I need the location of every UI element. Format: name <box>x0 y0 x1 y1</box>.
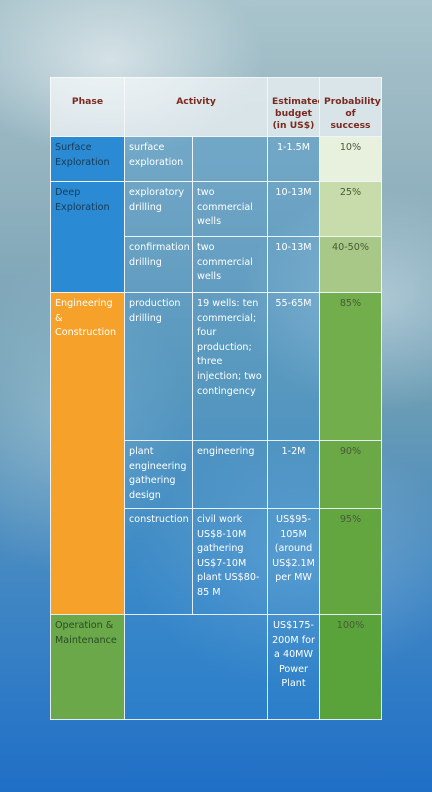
header-activity: Activity <box>124 77 268 137</box>
budget-cell: 55-65M <box>267 292 320 441</box>
phase-cell: Deep Exploration <box>50 181 125 293</box>
phase-label: Engineering & Construction <box>55 298 117 339</box>
budget-cell: 10-13M <box>267 181 320 237</box>
phase-cell: Surface Exploration <box>50 136 125 182</box>
budget-cell: 1-1.5M <box>267 136 320 182</box>
table-row: Deep Exploration exploratory drilling tw… <box>50 181 382 293</box>
phase-label: Surface Exploration <box>55 142 110 168</box>
table-row: Engineering & Construction production dr… <box>50 292 382 615</box>
table-row: plant engineering gathering design engin… <box>51 440 382 509</box>
detail-cell: civil work US$8-10M gathering US$7-10M p… <box>192 508 268 615</box>
activity-cell: plant engineering gathering design <box>124 440 193 509</box>
probability-cell: 10% <box>319 136 382 182</box>
probability-cell: 25% <box>319 181 382 237</box>
header-probability: Probability of success <box>319 77 382 137</box>
phase-cell: Engineering & Construction <box>50 292 125 615</box>
detail-cell <box>192 136 268 182</box>
probability-cell: 100% <box>319 614 382 720</box>
probability-cell: 40-50% <box>319 236 382 293</box>
activity-cell: production drilling <box>124 292 193 441</box>
activity-cell: construction <box>124 508 193 615</box>
phase-cell: Operation & Maintenance <box>50 614 125 720</box>
activity-cell: exploratory drilling <box>124 181 193 237</box>
budget-cell: 1-2M <box>267 440 320 509</box>
detail-cell: two commercial wells <box>192 181 268 237</box>
budget-cell: US$95-105M (around US$2.1M per MW <box>267 508 320 615</box>
phase-label: Deep Exploration <box>55 187 110 213</box>
geothermal-cost-table: Phase Activity Estimated budget (in US$)… <box>50 77 382 720</box>
header-phase: Phase <box>50 77 125 137</box>
table-row: Surface Exploration surface exploration … <box>50 136 382 182</box>
table-row: Operation & Maintenance US$175-200M for … <box>50 614 382 720</box>
detail-cell: 19 wells: ten commercial; four productio… <box>192 292 268 441</box>
header-budget: Estimated budget (in US$) <box>267 77 320 137</box>
probability-cell: 85% <box>319 292 382 441</box>
probability-cell: 90% <box>319 440 382 509</box>
table-row: construction civil work US$8-10M gatheri… <box>51 508 382 615</box>
budget-cell: 10-13M <box>267 236 320 293</box>
budget-cell: US$175-200M for a 40MW Power Plant <box>267 614 320 720</box>
detail-cell: two commercial wells <box>192 236 268 293</box>
activity-cell: confirmation drilling <box>124 236 193 293</box>
activity-cell <box>124 614 268 720</box>
table-row: confirmation drilling two commercial wel… <box>51 236 382 293</box>
probability-cell: 95% <box>319 508 382 615</box>
detail-cell: engineering <box>192 440 268 509</box>
phase-label: Operation & Maintenance <box>55 620 117 646</box>
activity-cell: surface exploration <box>124 136 193 182</box>
table-header-row: Phase Activity Estimated budget (in US$)… <box>50 77 382 137</box>
